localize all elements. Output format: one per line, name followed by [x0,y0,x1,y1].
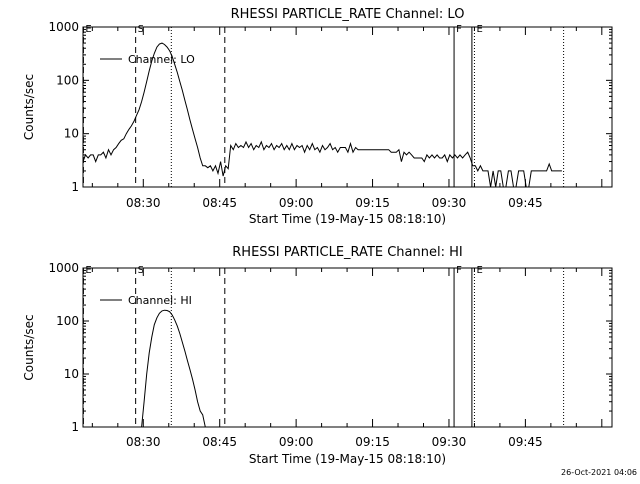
legend-label: Channel: LO [128,53,195,66]
x-axis-label: Start Time (19-May-15 08:18:10) [249,452,446,466]
event-marker-label: E [85,24,91,35]
y-tick-label: 1 [71,180,79,194]
event-marker-label: S [138,265,144,276]
legend-label: Channel: HI [128,294,192,307]
event-marker-label: F [456,265,462,276]
series-line [82,42,562,188]
x-tick-label: 08:30 [126,196,161,210]
event-marker-label: S [138,24,144,35]
chart-title: RHESSI PARTICLE_RATE Channel: HI [232,245,462,260]
y-tick-label: 10 [64,127,79,141]
plot-frame [82,26,613,188]
series-line [141,309,206,428]
y-tick-label: 100 [56,73,79,87]
y-tick-label: 100 [56,314,79,328]
x-tick-label: 09:30 [432,196,467,210]
y-tick-label: 1 [71,420,79,434]
y-tick-label: 10 [64,367,79,381]
y-tick-label: 1000 [48,261,79,275]
x-tick-label: 09:45 [508,196,543,210]
x-tick-label: 09:15 [355,435,390,449]
y-tick-label: 1000 [48,20,79,34]
x-tick-label: 09:00 [279,435,314,449]
x-tick-label: 08:45 [202,196,237,210]
plot-frame [82,267,613,428]
x-tick-label: 09:15 [355,196,390,210]
y-axis-label: Counts/sec [22,74,36,140]
x-tick-label: 09:45 [508,435,543,449]
chart-panel-hi: RHESSI PARTICLE_RATE Channel: HI 1 10 100 10… [22,245,613,466]
chart-panel-lo: RHESSI PARTICLE_RATE Channel: LO 1 10 100 10… [22,7,613,226]
x-tick-label: 08:45 [202,435,237,449]
y-axis-label: Counts/sec [22,314,36,380]
chart-title: RHESSI PARTICLE_RATE Channel: LO [231,7,465,22]
event-marker-label: E [85,265,91,276]
event-marker-label: E [476,265,482,276]
event-marker-label: F [456,24,462,35]
x-axis-label: Start Time (19-May-15 08:18:10) [249,212,446,226]
x-tick-label: 09:30 [432,435,467,449]
timestamp: 26-Oct-2021 04:06 [561,468,637,477]
event-marker-label: E [476,24,482,35]
x-tick-label: 09:00 [279,196,314,210]
x-tick-label: 08:30 [126,435,161,449]
